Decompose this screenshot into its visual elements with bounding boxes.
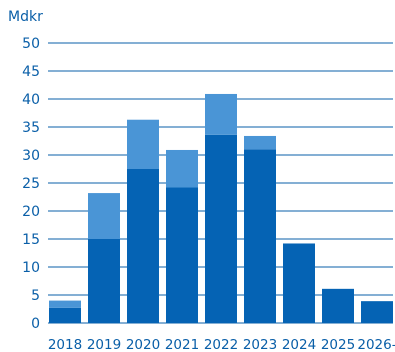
unit-label: Mdkr xyxy=(8,9,43,25)
x-tick-label: 2023 xyxy=(243,337,277,352)
y-tick-label: 10 xyxy=(22,260,40,276)
bar-segment-1-2021 xyxy=(166,187,198,323)
x-tick-label: 2022 xyxy=(204,337,238,352)
x-tick-label: 2024 xyxy=(282,337,316,352)
y-tick-label: 45 xyxy=(22,64,40,80)
y-tick-label: 15 xyxy=(22,232,40,248)
bar-segment-2-2023 xyxy=(244,135,276,150)
bar-segment-1-2025 xyxy=(322,288,354,323)
y-tick-label: 50 xyxy=(22,36,40,52)
y-tick-label: 30 xyxy=(22,148,40,164)
x-tick-label: 2026- xyxy=(357,337,395,352)
x-tick-label: 2019 xyxy=(87,337,121,352)
bar-segment-1-2024 xyxy=(283,243,315,323)
bar-segment-2-2020 xyxy=(127,119,159,169)
y-tick-label: 25 xyxy=(22,176,40,192)
bar-segment-2-2022 xyxy=(205,93,237,135)
y-tick-label: 40 xyxy=(22,92,40,108)
bar-segment-1-2020 xyxy=(127,169,159,323)
x-tick-label: 2018 xyxy=(48,337,82,352)
bar-segment-1-2022 xyxy=(205,134,237,323)
y-tick-label: 5 xyxy=(31,288,40,304)
x-tick-label: 2021 xyxy=(165,337,199,352)
bar-segment-1-2023 xyxy=(244,149,276,323)
bars xyxy=(49,93,393,323)
x-axis-ticks: 2018 2019 2020 2021 2022 2023 2024 2025 2026- xyxy=(48,337,395,352)
y-tick-label: 0 xyxy=(31,316,40,332)
bar-segment-2-2021 xyxy=(166,149,198,188)
bar-segment-2-2018 xyxy=(49,300,81,308)
bar-segment-1-2018 xyxy=(49,307,81,323)
bar-segment-2-2019 xyxy=(88,193,120,239)
y-tick-label: 20 xyxy=(22,204,40,220)
bar-segment-1-2019 xyxy=(88,239,120,323)
bar-segment-1-2026- xyxy=(361,301,393,323)
x-tick-label: 2020 xyxy=(126,337,160,352)
y-axis-ticks: 0 5 10 15 20 25 30 35 40 45 50 xyxy=(22,36,40,332)
y-tick-label: 35 xyxy=(22,120,40,136)
x-tick-label: 2025 xyxy=(321,337,355,352)
